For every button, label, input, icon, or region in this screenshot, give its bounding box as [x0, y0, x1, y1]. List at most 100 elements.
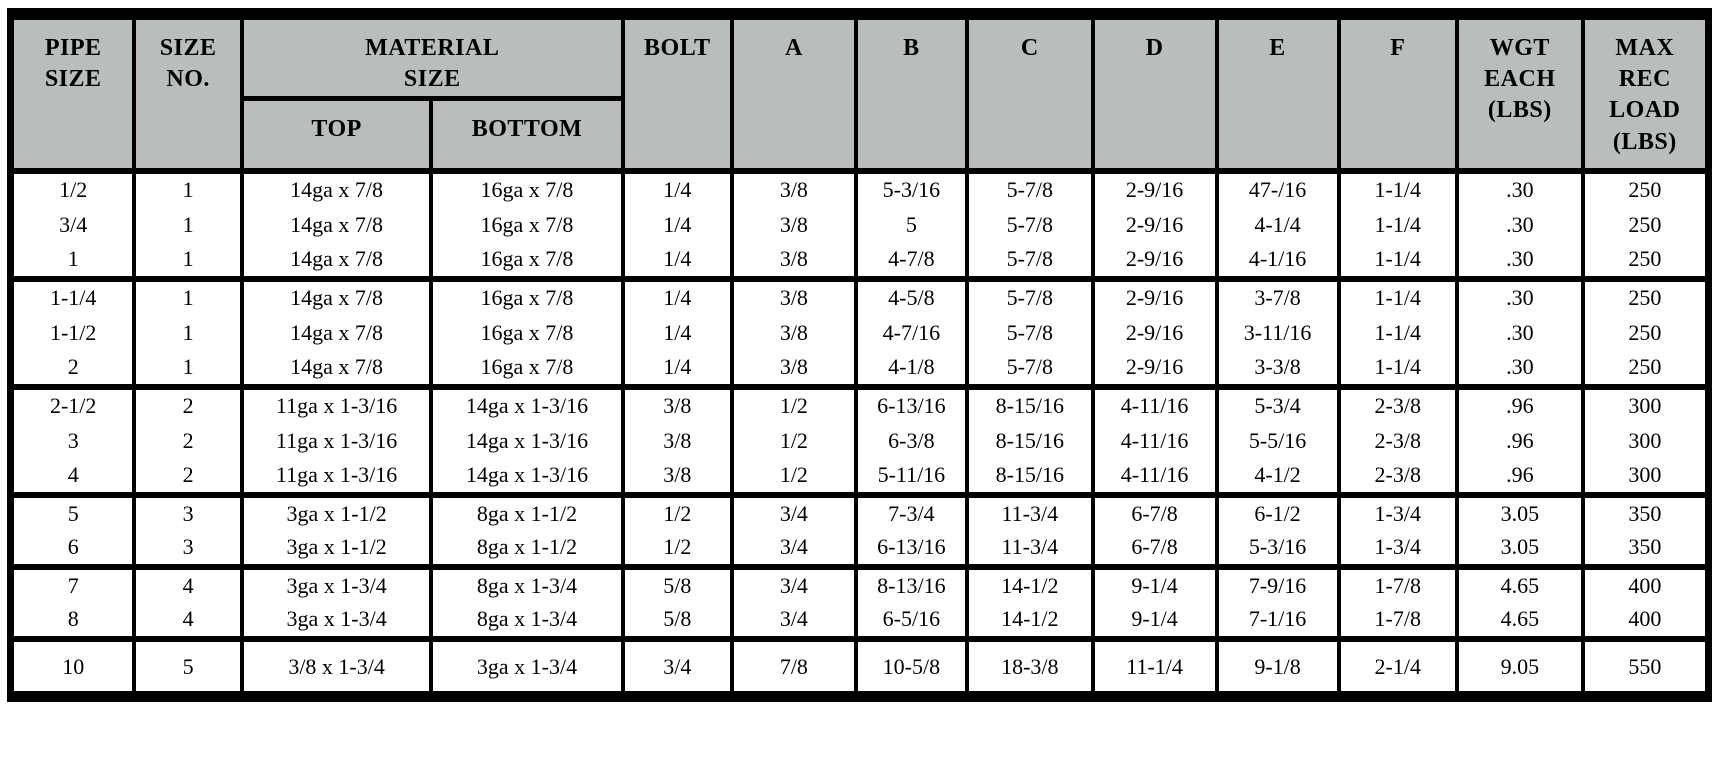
table-cell: 1 — [132, 206, 242, 243]
table-cell: 8ga x 1-1/2 — [429, 494, 623, 531]
table-cell: 8ga x 1-3/4 — [429, 602, 623, 639]
table-cell: 3/4 — [729, 530, 856, 567]
table-cell: 1-1/4 — [1336, 170, 1457, 207]
table-cell: 1-1/4 — [1336, 314, 1457, 351]
table-cell: .30 — [1454, 350, 1583, 387]
table-cell: .96 — [1454, 422, 1583, 459]
table-cell: 6-1/2 — [1214, 494, 1339, 531]
table-cell: 8-13/16 — [853, 566, 967, 603]
table-cell: 7-3/4 — [853, 494, 967, 531]
table-cell: 16ga x 7/8 — [429, 206, 623, 243]
table-cell: 11ga x 1-3/16 — [239, 458, 432, 495]
table-cell: 2-9/16 — [1090, 350, 1217, 387]
table-cell: 1 — [132, 350, 242, 387]
header-bolt: BOLT — [620, 14, 732, 171]
table-cell: 6-7/8 — [1090, 530, 1217, 567]
table-cell: 2 — [8, 350, 135, 387]
table-cell: 1 — [132, 242, 242, 279]
table-cell: 7-1/16 — [1214, 602, 1339, 639]
table-row: 4 2 11ga x 1-3/16 14ga x 1-3/16 3/8 1/2 5-11/1… — [8, 458, 1709, 495]
table-cell: 14-1/2 — [964, 602, 1093, 639]
header-d: D — [1090, 14, 1217, 171]
table-cell: .30 — [1454, 278, 1583, 315]
table-cell: 3/8 x 1-3/4 — [239, 638, 432, 697]
header-wgt-each: WGT EACH (LBS) — [1454, 14, 1583, 171]
table-row: 3 2 11ga x 1-3/16 14ga x 1-3/16 3/8 1/2 6-3/8 8… — [8, 422, 1709, 459]
table-cell: 250 — [1580, 314, 1709, 351]
table-cell: 1-1/4 — [8, 278, 135, 315]
pipe-support-spec-table: PIPE SIZE SIZE NO. MATERIAL SIZE BOLT A … — [7, 8, 1712, 703]
table-cell: 3/8 — [620, 458, 732, 495]
table-cell: 10-5/8 — [853, 638, 967, 697]
table-cell: 250 — [1580, 350, 1709, 387]
table-cell: 4 — [8, 458, 135, 495]
table-cell: 4-7/8 — [853, 242, 967, 279]
table-cell: .30 — [1454, 242, 1583, 279]
table-cell: 300 — [1580, 458, 1709, 495]
table-cell: .96 — [1454, 386, 1583, 423]
table-cell: 11-1/4 — [1090, 638, 1217, 697]
table-cell: 8-15/16 — [964, 386, 1093, 423]
table-cell: 16ga x 7/8 — [429, 350, 623, 387]
table-cell: 16ga x 7/8 — [429, 170, 623, 207]
header-material-bottom: BOTTOM — [429, 98, 623, 171]
row-group-1: 1/2 1 14ga x 7/8 16ga x 7/8 1/4 3/8 5-3/16 5-7/… — [8, 170, 1709, 279]
table-row: 3/4 1 14ga x 7/8 16ga x 7/8 1/4 3/8 5 5-7/8 2-9/… — [8, 206, 1709, 243]
row-group-2: 1-1/4 1 14ga x 7/8 16ga x 7/8 1/4 3/8 4-5/8 5-7… — [8, 278, 1709, 387]
table-cell: 1/4 — [620, 242, 732, 279]
table-cell: 9-1/4 — [1090, 566, 1217, 603]
table-cell: 1 — [132, 314, 242, 351]
table-cell: 4-1/8 — [853, 350, 967, 387]
table-cell: 4.65 — [1454, 602, 1583, 639]
table-cell: 4-11/16 — [1090, 386, 1217, 423]
table-cell: 1 — [132, 170, 242, 207]
table-cell: 3 — [132, 530, 242, 567]
table-cell: 1 — [132, 278, 242, 315]
table-cell: 3ga x 1-1/2 — [239, 530, 432, 567]
table-cell: 5-3/4 — [1214, 386, 1339, 423]
table-cell: 16ga x 7/8 — [429, 278, 623, 315]
table-cell: 250 — [1580, 206, 1709, 243]
table-cell: .30 — [1454, 206, 1583, 243]
table-cell: 5-3/16 — [853, 170, 967, 207]
table-cell: 3 — [8, 422, 135, 459]
table-row: 7 4 3ga x 1-3/4 8ga x 1-3/4 5/8 3/4 8-13/16 14-… — [8, 566, 1709, 603]
table-cell: 3-3/8 — [1214, 350, 1339, 387]
table-cell: 8-15/16 — [964, 458, 1093, 495]
table-cell: 14ga x 1-3/16 — [429, 458, 623, 495]
table-cell: 350 — [1580, 530, 1709, 567]
table-cell: 2 — [132, 422, 242, 459]
table-cell: 3.05 — [1454, 494, 1583, 531]
table-cell: 2-1/2 — [8, 386, 135, 423]
table-cell: 5-11/16 — [853, 458, 967, 495]
table-cell: 1/2 — [8, 170, 135, 207]
table-cell: 300 — [1580, 386, 1709, 423]
table-cell: 5-7/8 — [964, 206, 1093, 243]
table-cell: 5-3/16 — [1214, 530, 1339, 567]
table-cell: 4-1/2 — [1214, 458, 1339, 495]
table-row: 10 5 3/8 x 1-3/4 3ga x 1-3/4 3/4 7/8 10-5/8 18-… — [8, 638, 1709, 697]
table-cell: 2-3/8 — [1336, 458, 1457, 495]
table-cell: 1/2 — [620, 494, 732, 531]
header-material-size: MATERIAL SIZE — [239, 14, 623, 102]
table-cell: 1/2 — [729, 422, 856, 459]
table-cell: 5-7/8 — [964, 170, 1093, 207]
header-pipe-size: PIPE SIZE — [8, 14, 135, 171]
table-cell: 4-5/8 — [853, 278, 967, 315]
table-row: 1-1/2 1 14ga x 7/8 16ga x 7/8 1/4 3/8 4-7/16 5-… — [8, 314, 1709, 351]
table-row: 1 1 14ga x 7/8 16ga x 7/8 1/4 3/8 4-7/8 5-7/8 2-… — [8, 242, 1709, 279]
table-cell: 1/4 — [620, 314, 732, 351]
table-cell: 1/2 — [620, 530, 732, 567]
header-size-no: SIZE NO. — [132, 14, 242, 171]
table-cell: 8 — [8, 602, 135, 639]
table-cell: 14ga x 7/8 — [239, 206, 432, 243]
table-cell: 1/4 — [620, 278, 732, 315]
table-cell: 400 — [1580, 566, 1709, 603]
table-cell: 2-9/16 — [1090, 242, 1217, 279]
table-cell: 1/2 — [729, 386, 856, 423]
table-cell: 1-1/4 — [1336, 206, 1457, 243]
table-cell: 16ga x 7/8 — [429, 242, 623, 279]
table-cell: 1/4 — [620, 206, 732, 243]
table-cell: 18-3/8 — [964, 638, 1093, 697]
table-cell: 3/4 — [620, 638, 732, 697]
